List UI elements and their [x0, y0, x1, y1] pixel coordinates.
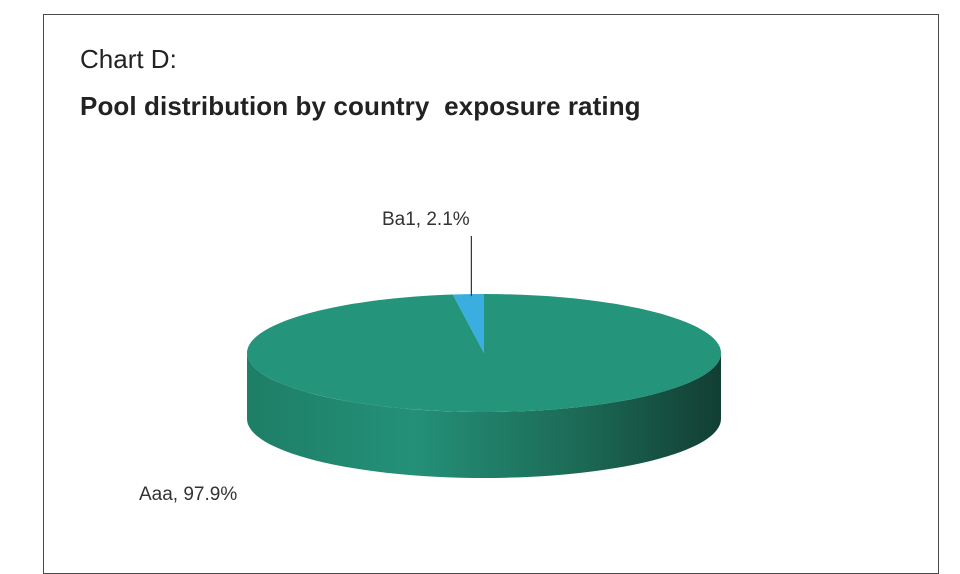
- pie-chart: Ba1, 2.1% Aaa, 97.9%: [139, 209, 721, 505]
- slice-label-ba1: Ba1, 2.1%: [382, 209, 470, 230]
- pie-slice-ba1: [452, 294, 484, 353]
- slice-label-aaa: Aaa, 97.9%: [139, 484, 237, 505]
- pie-group: [246, 294, 721, 478]
- chart-title: Pool distribution by country exposure ra…: [80, 91, 641, 121]
- pie-side-wall: [247, 353, 721, 478]
- label-group: Ba1, 2.1% Aaa, 97.9%: [139, 209, 472, 505]
- pie-slice-aaa: [246, 294, 721, 412]
- chart-label: Chart D:: [80, 44, 177, 74]
- chart-frame: [43, 14, 939, 574]
